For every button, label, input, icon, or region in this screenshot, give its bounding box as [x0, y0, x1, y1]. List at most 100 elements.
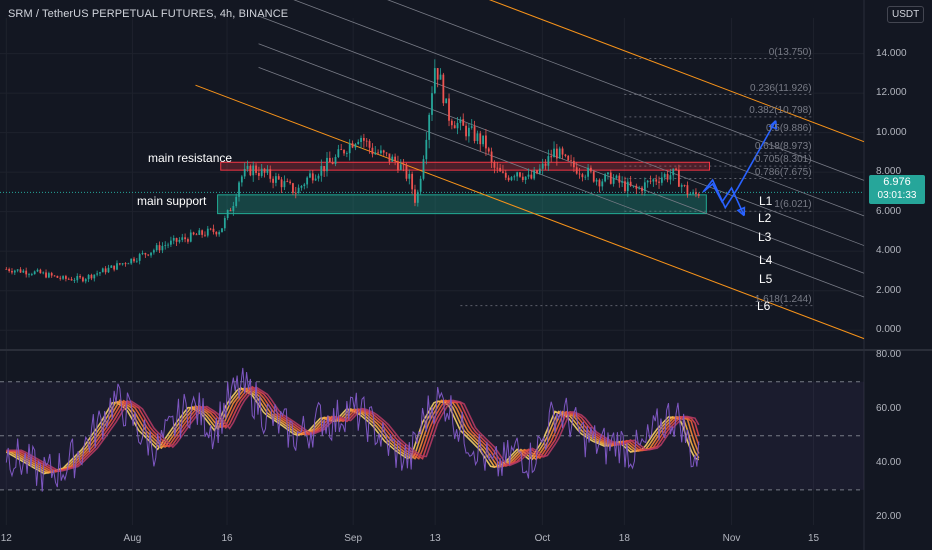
- candle-body: [607, 172, 609, 175]
- candle-body: [82, 277, 84, 282]
- candle-body: [646, 180, 649, 183]
- candle-body: [289, 181, 292, 184]
- candle-body: [467, 127, 470, 137]
- candle-body: [118, 263, 121, 265]
- candle-body: [93, 274, 96, 279]
- candle-body: [164, 245, 167, 246]
- candle-body: [683, 185, 686, 186]
- zones: [217, 161, 710, 215]
- candle-body: [53, 275, 56, 277]
- candle-body: [223, 218, 226, 229]
- candle-body: [130, 258, 133, 264]
- candle-body: [567, 155, 570, 161]
- resistance-zone: [220, 161, 710, 171]
- candle-body: [561, 148, 564, 155]
- candle-body: [39, 269, 42, 274]
- candle-body: [294, 192, 297, 194]
- candle-body: [303, 184, 306, 187]
- main-resistance-label: main resistance: [148, 151, 233, 165]
- candle-body: [538, 168, 541, 174]
- bear-arrowhead: [736, 206, 746, 217]
- fib-label: 0.618(8.973): [754, 140, 812, 152]
- candle-body: [411, 173, 414, 190]
- candle-body: [19, 269, 22, 273]
- candle-body: [357, 141, 360, 145]
- fib-label: 0(13.750): [768, 46, 812, 58]
- candle-body: [150, 252, 152, 256]
- candle-body: [689, 193, 692, 195]
- candle-body: [226, 210, 229, 219]
- candle-body: [212, 228, 215, 232]
- candle-body: [331, 162, 334, 164]
- candle-body: [33, 271, 36, 275]
- candle-body: [377, 152, 379, 154]
- time-tick-label: 15: [807, 533, 820, 544]
- bull-arrowhead: [768, 120, 778, 130]
- candle-body: [147, 254, 150, 256]
- candle-body: [635, 185, 638, 189]
- candle-body: [604, 174, 607, 182]
- candle-body: [306, 177, 309, 185]
- main-support-label: main support: [137, 194, 207, 208]
- candle-body: [221, 228, 223, 233]
- candle-body: [351, 143, 354, 148]
- candle-body: [266, 169, 269, 173]
- candle-body: [476, 133, 479, 142]
- candle-body: [493, 162, 496, 168]
- last-price-badge: 6.976 03:01:33: [869, 175, 925, 204]
- candle-body: [436, 68, 439, 80]
- candle-body: [499, 167, 502, 172]
- candle-body: [345, 153, 348, 154]
- candle-body: [275, 176, 277, 183]
- candle-body: [624, 181, 626, 192]
- candle-body: [104, 268, 107, 273]
- candle-body: [422, 159, 425, 179]
- candle-body: [252, 165, 255, 176]
- time-tick-label: Nov: [722, 533, 741, 544]
- candle-body: [195, 234, 198, 236]
- candle-body: [178, 239, 181, 242]
- candle-body: [368, 141, 371, 148]
- candle-body: [65, 276, 67, 279]
- candle-body: [175, 238, 178, 242]
- candle-body: [11, 271, 13, 273]
- candle-body: [663, 174, 666, 178]
- candle-body: [686, 185, 689, 195]
- chart-title: SRM / TetherUS PERPETUAL FUTURES, 4h, BI…: [8, 8, 289, 20]
- fib-label: 0.382(10.798): [749, 104, 812, 116]
- candle-body: [45, 272, 47, 278]
- candle-body: [277, 176, 280, 180]
- currency-button[interactable]: USDT: [887, 6, 925, 23]
- candle-body: [209, 228, 212, 230]
- candle-body: [408, 173, 411, 179]
- candle-body: [513, 176, 516, 178]
- price-tick-label: 4.000: [876, 245, 902, 257]
- projection-arrows: [702, 120, 778, 217]
- candle-body: [116, 263, 118, 270]
- time-tick-label: Aug: [123, 533, 142, 544]
- candle-body: [170, 240, 172, 245]
- candle-body: [672, 168, 675, 176]
- candle-body: [107, 267, 110, 273]
- candle-body: [456, 122, 459, 129]
- candle-body: [362, 137, 365, 141]
- level-l5: L5: [759, 272, 773, 286]
- candle-body: [431, 93, 433, 115]
- candle-body: [439, 74, 442, 80]
- candle-body: [36, 269, 39, 272]
- rsi-tick-label: 80.00: [876, 348, 902, 360]
- candle-body: [692, 192, 694, 194]
- candle-body: [487, 148, 490, 152]
- candle-body: [42, 272, 45, 274]
- candle-body: [632, 185, 635, 187]
- candle-body: [317, 175, 320, 179]
- candle-body: [496, 167, 499, 169]
- candle-body: [201, 230, 204, 235]
- level-l1: L1: [759, 194, 773, 208]
- candle-body: [516, 172, 519, 177]
- candle-body: [482, 135, 484, 145]
- candle-body: [399, 164, 402, 170]
- candle-body: [113, 265, 116, 270]
- candle-body: [473, 126, 476, 142]
